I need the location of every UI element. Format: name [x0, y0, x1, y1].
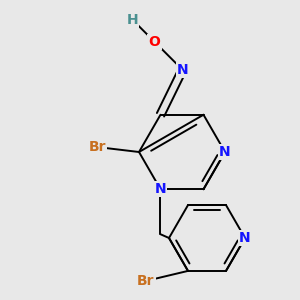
Text: Br: Br — [137, 274, 155, 288]
Text: N: N — [239, 231, 251, 245]
Text: O: O — [148, 35, 160, 49]
Text: N: N — [219, 145, 231, 159]
Text: N: N — [177, 63, 188, 77]
Text: Br: Br — [88, 140, 106, 154]
Text: N: N — [155, 182, 166, 196]
Text: H: H — [127, 13, 138, 27]
